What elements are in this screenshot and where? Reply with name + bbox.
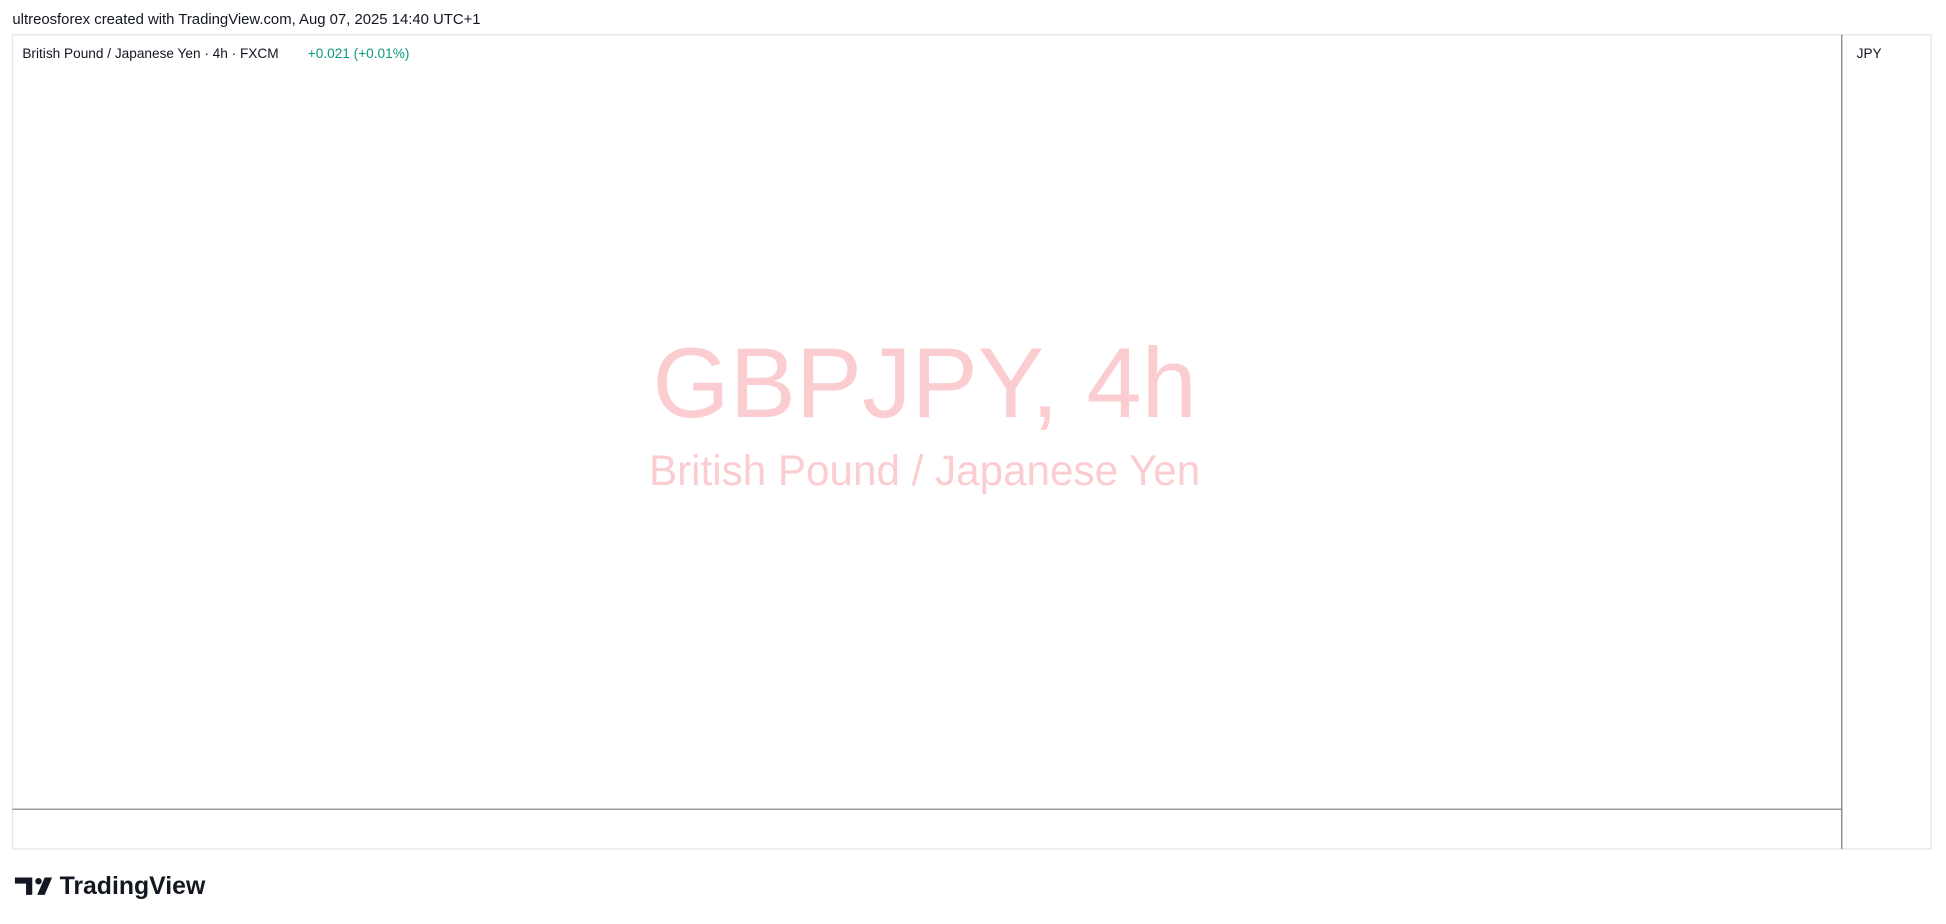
footer-logo-icon bbox=[14, 877, 53, 895]
legend-change: +0.021 (+0.01%) bbox=[308, 46, 410, 61]
watermark: GBPJPY, 4h bbox=[652, 328, 1196, 439]
currency[interactable]: JPY bbox=[1857, 46, 1882, 61]
legend-title: British Pound / Japanese Yen · 4h · FXCM bbox=[22, 46, 278, 61]
chart-frame bbox=[11, 34, 1932, 850]
watermark-subtitle: British Pound / Japanese Yen bbox=[649, 447, 1200, 494]
footer-logo[interactable]: TradingView bbox=[60, 873, 206, 900]
header: ultreosforex created with TradingView.co… bbox=[12, 12, 480, 28]
